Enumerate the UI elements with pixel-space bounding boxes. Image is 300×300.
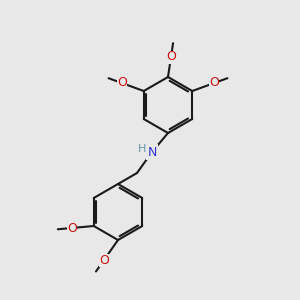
Text: N: N [147,146,157,158]
Text: O: O [99,254,109,266]
Text: O: O [166,50,176,64]
Text: H: H [138,144,146,154]
Text: O: O [117,76,127,89]
Text: O: O [67,221,77,235]
Text: O: O [209,76,219,89]
